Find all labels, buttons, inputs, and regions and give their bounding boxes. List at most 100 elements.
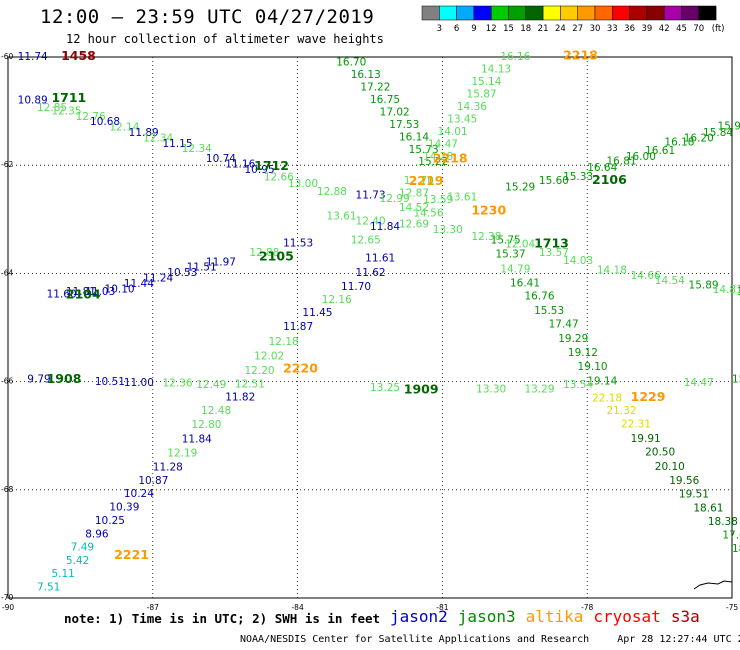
- wave-height-value: 13.29: [524, 383, 554, 395]
- pass-time-label: 1229: [631, 389, 666, 404]
- wave-height-value: 19.14: [587, 375, 617, 387]
- wave-height-value: 7.51: [37, 581, 60, 593]
- footnote: note: 1) Time is in UTC; 2) SWH is in fe…: [64, 611, 381, 626]
- wave-height-value: 11.84: [182, 434, 212, 446]
- wave-height-value: 11.74: [18, 51, 48, 63]
- wave-height-value: 11.89: [129, 127, 159, 139]
- legend-cryosat: cryosat: [593, 607, 661, 626]
- colorbar-tick: 9: [471, 24, 476, 34]
- wave-height-value: 10.95: [245, 164, 275, 176]
- wave-height-value: 14.13: [481, 64, 511, 76]
- wave-height-value: 11.81: [66, 286, 96, 298]
- longitude-label: -78: [581, 603, 593, 612]
- colorbar-tick: 6: [454, 24, 459, 34]
- longitude-label: -87: [147, 603, 159, 612]
- wave-height-value: 5.11: [51, 568, 74, 580]
- wave-height-value: 15.60: [539, 175, 569, 187]
- wave-height-value: 11.53: [283, 237, 313, 249]
- wave-height-value: 15.53: [534, 305, 564, 317]
- longitude-label: -84: [291, 603, 303, 612]
- wave-height-value: 16.61: [645, 145, 675, 157]
- wave-height-value: 10.68: [90, 116, 120, 128]
- wave-height-value: 12.88: [249, 247, 279, 259]
- wave-height-value: 11.15: [162, 138, 192, 150]
- wave-height-value: 11.44: [124, 278, 154, 290]
- wave-height-value: 13.30: [476, 383, 506, 395]
- wave-height-value: 21.32: [607, 405, 637, 417]
- colorbar-tick: 12: [486, 24, 497, 34]
- wave-height-value: 7.49: [71, 541, 94, 553]
- wave-height-value: 12.19: [167, 447, 197, 459]
- colorbar-swatch: [698, 5, 717, 21]
- credit-timestamp: Apr 28 12:27:44 UTC 2019: [617, 634, 740, 645]
- wave-height-value: 12.20: [245, 365, 275, 377]
- wave-height-value: 10.25: [95, 515, 125, 527]
- wave-height-value: 13.61: [447, 191, 477, 203]
- wave-height-value: 12.16: [322, 294, 352, 306]
- colorbar-tick: 33: [607, 24, 618, 34]
- wave-height-value: 19.29: [558, 333, 588, 345]
- wave-height-value: 10.51: [95, 376, 125, 388]
- wave-height-value: 16.64: [587, 162, 617, 174]
- latitude-label: -66: [1, 377, 13, 386]
- wave-height-value: 13.45: [447, 113, 477, 125]
- wave-height-value: 16.00: [626, 151, 656, 163]
- wave-height-value: 12.34: [182, 143, 212, 155]
- latitude-label: -64: [1, 268, 13, 277]
- wave-height-value: 16.41: [510, 277, 540, 289]
- pass-time-label: 2221: [114, 547, 149, 562]
- wave-height-value: 13.61: [327, 210, 357, 222]
- longitude-label: -81: [436, 603, 448, 612]
- pass-time-label: 1712: [254, 158, 289, 173]
- wave-height-value: 9.79: [27, 374, 50, 386]
- latitude-label: -70: [1, 593, 13, 602]
- colorbar-tick: 45: [676, 24, 687, 34]
- wave-height-value: 15.73: [409, 144, 439, 156]
- legend-altika: altika: [525, 607, 584, 626]
- wave-height-value: 17.53: [389, 119, 419, 131]
- wave-height-value: 10.24: [124, 488, 154, 500]
- wave-height-value: 11.24: [143, 273, 173, 285]
- wave-height-value: 17.02: [380, 106, 410, 118]
- wave-height-value: 16.75: [370, 94, 400, 106]
- colorbar-tick: 30: [590, 24, 601, 34]
- wave-height-value: 15.89: [689, 280, 719, 292]
- wave-height-value: 12.38: [471, 231, 501, 243]
- wave-height-value: 12.76: [76, 111, 106, 123]
- pass-time-label: 2219: [409, 173, 444, 188]
- wave-height-value: 15.33: [563, 171, 593, 183]
- pass-time-label: 2105: [259, 248, 294, 263]
- wave-height-value: 11.70: [341, 281, 371, 293]
- wave-height-value: 14.52: [399, 202, 429, 214]
- wave-height-value: 14.47: [428, 138, 458, 150]
- legend-jason2: jason2: [390, 607, 448, 626]
- pass-time-layer: 1458 1711 1712 2106 2105 2104 1713 1908 1909 2218…: [47, 48, 666, 562]
- wave-height-value: 14.54: [655, 275, 685, 287]
- pass-time-label: 1711: [51, 90, 86, 105]
- wave-height-value: 5.42: [66, 555, 89, 567]
- colorbar-tick: 42: [659, 24, 670, 34]
- wave-height-value: 16.13: [351, 69, 381, 81]
- wave-height-value: 12.48: [201, 405, 231, 417]
- wave-height-value: 10.10: [105, 283, 135, 295]
- wave-height-value: 10.39: [109, 501, 139, 513]
- wave-height-value: 11.73: [356, 190, 386, 202]
- wave-height-value: 11.97: [206, 256, 236, 268]
- wave-height-value: 13.30: [433, 224, 463, 236]
- wave-height-value: 19.56: [669, 475, 699, 487]
- pass-time-label: 2218: [563, 48, 598, 63]
- wave-height-value: 17.22: [360, 82, 390, 94]
- wave-height-value: 16.16: [500, 51, 530, 63]
- wave-height-value: 14.56: [413, 208, 443, 220]
- wave-height-value: 14.36: [457, 101, 487, 113]
- wave-height-value: 15.93: [718, 120, 740, 132]
- wave-height-value: 16.76: [524, 290, 554, 302]
- wave-height-value: 11.16: [225, 158, 255, 170]
- latitude-label: -68: [1, 485, 13, 494]
- wave-height-value: 12.87: [399, 188, 429, 200]
- wave-height-value: 16.18: [664, 137, 694, 149]
- graticule: [8, 57, 732, 598]
- wave-height-value: 20.50: [645, 447, 675, 459]
- wave-height-value: 11.00: [124, 377, 154, 389]
